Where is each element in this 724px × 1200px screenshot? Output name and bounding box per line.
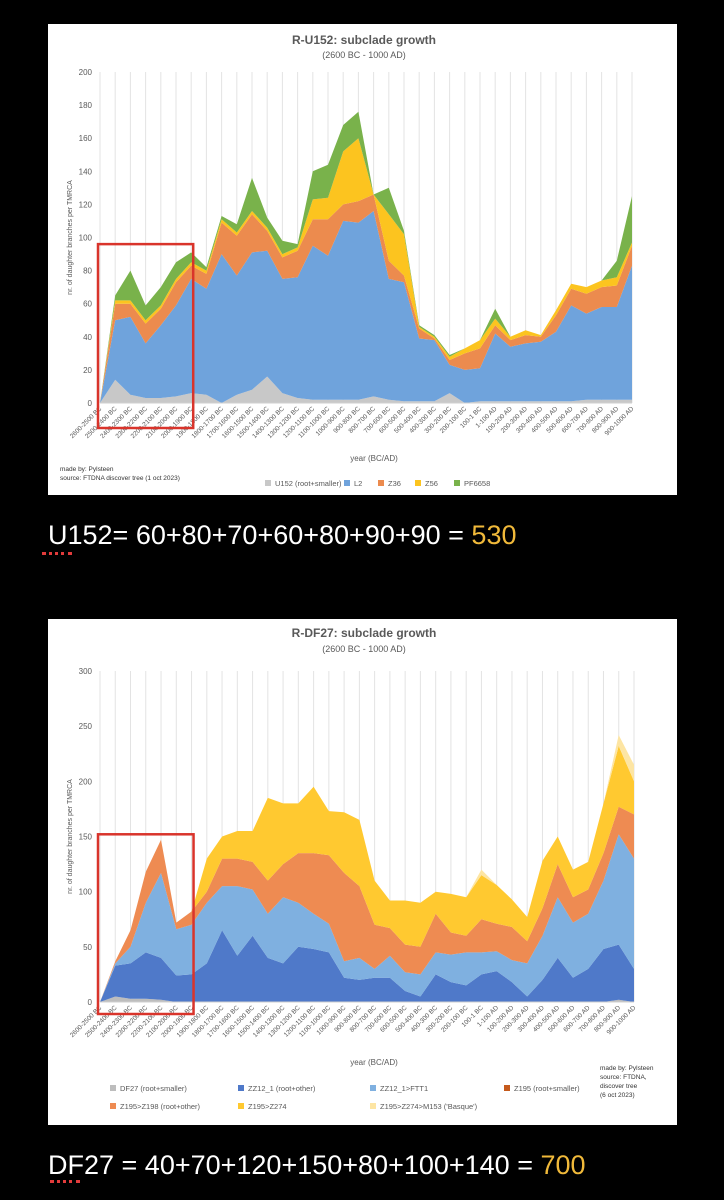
x-axis-title: year (BC/AD) bbox=[350, 1058, 398, 1067]
area-series-2 bbox=[100, 194, 632, 403]
y-tick-label: 300 bbox=[79, 667, 93, 676]
y-axis-title: nr. of daughter branches per TMRCA bbox=[67, 180, 74, 295]
u152-caption: U152= 60+80+70+60+80+90+90 = 530 bbox=[48, 520, 516, 551]
df27-chart: R-DF27: subclade growth (2600 BC - 1000 A… bbox=[67, 626, 654, 1111]
df27-caption-result: 700 bbox=[540, 1150, 586, 1180]
y-tick-label: 250 bbox=[79, 722, 93, 731]
y-tick-label: 60 bbox=[83, 300, 92, 309]
df27-credit-line: discover tree bbox=[600, 1083, 638, 1090]
source-label: source: FTDNA discover tree (1 oct 2023) bbox=[60, 475, 180, 482]
legend-swatch bbox=[415, 480, 421, 486]
legend-swatch bbox=[370, 1103, 376, 1109]
legend-swatch bbox=[110, 1103, 116, 1109]
legend-swatch bbox=[370, 1085, 376, 1091]
y-tick-label: 20 bbox=[83, 366, 92, 375]
legend-swatch bbox=[110, 1085, 116, 1091]
y-tick-label: 150 bbox=[79, 833, 93, 842]
chart-title: R-U152: subclade growth bbox=[292, 33, 436, 47]
area-series-5 bbox=[100, 746, 634, 1002]
legend-swatch bbox=[238, 1103, 244, 1109]
chart-title: R-DF27: subclade growth bbox=[292, 626, 437, 640]
legend-swatch bbox=[378, 480, 384, 486]
df27-credit-line: made by: Pylsteen bbox=[600, 1065, 654, 1072]
highlight-box bbox=[96, 833, 195, 1016]
y-tick-label: 140 bbox=[79, 167, 93, 176]
highlight-box bbox=[96, 242, 195, 430]
area-series-2 bbox=[100, 834, 634, 1002]
y-tick-label: 160 bbox=[79, 134, 93, 143]
y-tick-label: 120 bbox=[79, 200, 93, 209]
legend-entry: ZZ12_1 (root+other) bbox=[248, 1084, 316, 1093]
u152-chart-panel: R-U152: subclade growth (2600 BC - 1000 A… bbox=[48, 24, 677, 495]
chart-subtitle: (2600 BC - 1000 AD) bbox=[322, 644, 406, 654]
y-tick-label: 0 bbox=[88, 399, 93, 408]
df27-caption: DF27 = 40+70+120+150+80+100+140 = 700 bbox=[48, 1150, 586, 1181]
df27-caption-equation: = 40+70+120+150+80+100+140 = bbox=[114, 1150, 541, 1180]
made-by-label: made by: Pylsteen bbox=[60, 466, 114, 473]
legend-entry: PF6658 bbox=[464, 479, 490, 488]
df27-credit-line: (6 oct 2023) bbox=[600, 1092, 635, 1099]
legend-entry: ZZ12_1>FTT1 bbox=[380, 1084, 428, 1093]
area-series-1 bbox=[100, 930, 634, 1002]
legend-swatch bbox=[238, 1085, 244, 1091]
area-series-1 bbox=[100, 211, 632, 403]
chart-subtitle: (2600 BC - 1000 AD) bbox=[322, 50, 406, 60]
y-tick-label: 100 bbox=[79, 234, 93, 243]
y-tick-label: 80 bbox=[83, 267, 92, 276]
legend-swatch bbox=[265, 480, 271, 486]
legend-entry: L2 bbox=[354, 479, 362, 488]
y-tick-label: 0 bbox=[88, 998, 93, 1007]
y-tick-label: 200 bbox=[79, 68, 93, 77]
u152-caption-prefix: U152 bbox=[48, 520, 113, 550]
y-tick-label: 100 bbox=[79, 888, 93, 897]
u152-caption-result: 530 bbox=[471, 520, 517, 550]
y-tick-label: 180 bbox=[79, 101, 93, 110]
legend-entry: Z195>Z274>M153 ('Basque') bbox=[380, 1102, 478, 1111]
spellcheck-underline bbox=[42, 548, 72, 555]
y-tick-label: 200 bbox=[79, 777, 93, 786]
spellcheck-underline bbox=[50, 1176, 80, 1183]
y-axis-title: nr. of daughter branches per TMRCA bbox=[67, 779, 74, 894]
df27-chart-panel: R-DF27: subclade growth (2600 BC - 1000 A… bbox=[48, 619, 677, 1125]
area-series-4 bbox=[100, 806, 634, 1002]
legend-swatch bbox=[504, 1085, 510, 1091]
area-series-0 bbox=[100, 376, 632, 403]
legend-entry: Z195>Z274 bbox=[248, 1102, 287, 1111]
x-axis-title: year (BC/AD) bbox=[350, 454, 398, 463]
legend-entry: DF27 (root+smaller) bbox=[120, 1084, 187, 1093]
legend-entry: Z195>Z198 (root+other) bbox=[120, 1102, 201, 1111]
df27-caption-prefix: DF27 bbox=[48, 1150, 115, 1180]
y-tick-label: 40 bbox=[83, 333, 92, 342]
y-tick-label: 50 bbox=[83, 943, 92, 952]
u152-chart: R-U152: subclade growth (2600 BC - 1000 A… bbox=[60, 33, 636, 488]
legend-entry: Z36 bbox=[388, 479, 401, 488]
area-series-3 bbox=[100, 138, 632, 403]
area-series-0 bbox=[100, 996, 634, 1002]
legend-entry: U152 (root+smaller) bbox=[275, 479, 342, 488]
u152-caption-equation: = 60+80+70+60+80+90+90 = bbox=[112, 520, 472, 550]
legend-entry: Z195 (root+smaller) bbox=[514, 1084, 580, 1093]
legend-swatch bbox=[454, 480, 460, 486]
legend-entry: Z56 bbox=[425, 479, 438, 488]
legend-swatch bbox=[344, 480, 350, 486]
df27-credit-line: source: FTDNA, bbox=[600, 1074, 647, 1081]
